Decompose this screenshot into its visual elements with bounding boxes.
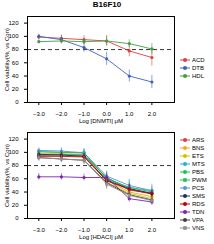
svg-text:0: 0 [15, 215, 19, 221]
svg-text:Log [HDACI] μM: Log [HDACI] μM [79, 234, 123, 240]
html-text:ACD: ACD [192, 57, 205, 63]
html-text:ETS: ETS [192, 153, 204, 159]
svg-text:1.0: 1.0 [125, 227, 134, 233]
svg-text:20: 20 [12, 202, 19, 208]
html-text:RDS: RDS [192, 201, 205, 207]
svg-text:0: 0 [15, 99, 19, 105]
svg-text:−1.0: −1.0 [78, 111, 91, 117]
html-text:DTB: DTB [192, 65, 204, 71]
svg-text:120: 120 [8, 136, 19, 142]
html-text:PWM: PWM [192, 177, 207, 183]
html-text:SMS: SMS [192, 193, 205, 199]
svg-text:100: 100 [8, 33, 19, 39]
svg-text:40: 40 [12, 189, 19, 195]
html-text:VPA: VPA [192, 217, 204, 223]
svg-text:−2.0: −2.0 [55, 227, 68, 233]
svg-text:−2.0: −2.0 [55, 111, 68, 117]
html-text:PCS: PCS [192, 185, 205, 191]
svg-text:60: 60 [12, 176, 19, 182]
svg-text:0.0: 0.0 [102, 227, 111, 233]
svg-text:Cell viability(%, vs Con): Cell viability(%, vs Con) [4, 144, 10, 207]
svg-text:60: 60 [12, 60, 19, 66]
html-text:VNS: VNS [192, 225, 205, 231]
html-text:PBS: PBS [192, 169, 204, 175]
html-text:TDN: TDN [192, 209, 205, 215]
svg-text:Cell viability(%, vs Con): Cell viability(%, vs Con) [4, 28, 10, 91]
svg-text:−3.0: −3.0 [33, 227, 46, 233]
svg-text:Log [DNMTI] μM: Log [DNMTI] μM [79, 118, 123, 124]
html-text:B16F10: B16F10 [92, 0, 122, 9]
svg-text:40: 40 [12, 73, 19, 79]
svg-text:−1.0: −1.0 [78, 227, 91, 233]
svg-text:0.0: 0.0 [102, 111, 111, 117]
svg-text:100: 100 [8, 149, 19, 155]
html-text:MTS: MTS [192, 161, 205, 167]
svg-text:80: 80 [12, 46, 19, 52]
html-text:BNS: BNS [192, 145, 205, 151]
html-text:ARS: ARS [192, 137, 205, 143]
svg-text:1.0: 1.0 [125, 111, 134, 117]
svg-text:2.0: 2.0 [148, 227, 157, 233]
svg-text:−3.0: −3.0 [33, 111, 46, 117]
html-text:HDL: HDL [192, 73, 204, 79]
svg-text:80: 80 [12, 162, 19, 168]
svg-text:120: 120 [8, 20, 19, 26]
svg-text:20: 20 [12, 86, 19, 92]
svg-text:2.0: 2.0 [148, 111, 157, 117]
